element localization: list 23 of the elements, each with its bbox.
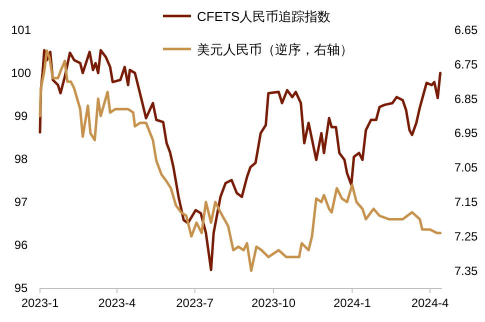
x-tick-label: 2023-7 bbox=[176, 296, 214, 310]
x-tick-label: 2023-10 bbox=[251, 296, 296, 310]
legend-label: CFETS人民币追踪指数 bbox=[197, 9, 331, 24]
y2-tick-label: 7.35 bbox=[454, 264, 478, 278]
y2-tick-label: 6.65 bbox=[454, 23, 478, 37]
x-tick-label: 2023-4 bbox=[98, 296, 136, 310]
y-tick-label: 95 bbox=[14, 281, 28, 295]
x-tick-label: 2024-1 bbox=[334, 296, 372, 310]
y-tick-label: 98 bbox=[14, 152, 28, 166]
y2-tick-label: 7.15 bbox=[454, 195, 478, 209]
y-tick-label: 96 bbox=[14, 238, 28, 252]
y2-tick-label: 7.05 bbox=[454, 160, 478, 175]
y-tick-label: 97 bbox=[14, 195, 28, 209]
y-tick-label: 100 bbox=[10, 66, 32, 80]
y2-tick-label: 7.25 bbox=[454, 229, 478, 244]
y2-tick-label: 6.95 bbox=[454, 126, 478, 140]
y-tick-label: 99 bbox=[14, 109, 28, 123]
y-tick-label: 101 bbox=[10, 23, 32, 37]
x-tick-label: 2023-1 bbox=[21, 296, 60, 310]
x-tick-label: 2024-4 bbox=[411, 296, 450, 310]
legend-label: 美元人民币（逆序，右轴） bbox=[197, 42, 353, 57]
y2-tick-label: 6.75 bbox=[454, 57, 478, 72]
y2-tick-label: 6.85 bbox=[454, 92, 478, 106]
